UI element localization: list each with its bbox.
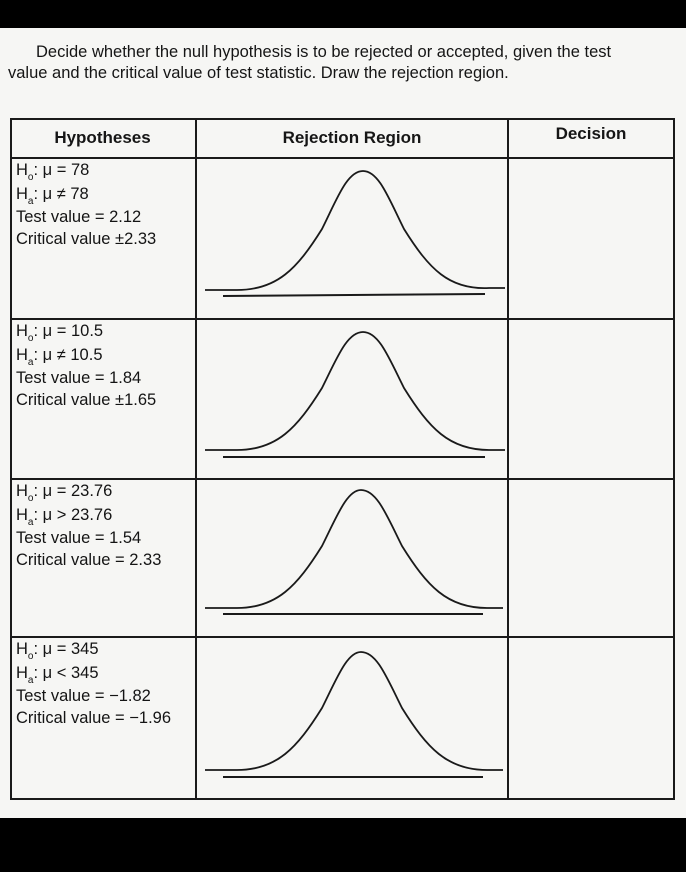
alternative-hypothesis: Ha: μ < 345: [16, 663, 99, 686]
header-divider: [10, 157, 675, 159]
alternative-hypothesis: Ha: μ > 23.76: [16, 505, 113, 528]
hypotheses-cell-4: Ho: μ = 345 Ha: μ < 345 Test value = −1.…: [16, 639, 171, 729]
hypotheses-cell-2: Ho: μ = 10.5 Ha: μ ≠ 10.5 Test value = 1…: [16, 321, 156, 411]
header-decision: Decision: [555, 124, 627, 143]
null-hypothesis: Ho: μ = 345: [16, 640, 99, 662]
null-hypothesis: Ho: μ = 10.5: [16, 322, 104, 344]
table-border-top: [10, 118, 675, 120]
critical-value: Critical value = −1.96: [16, 708, 172, 727]
hypothesis-table: Hypotheses Rejection Region Decision Ho:…: [10, 118, 675, 800]
critical-value: Critical value = 2.33: [16, 550, 162, 569]
null-hypothesis: Ho: μ = 23.76: [16, 482, 113, 504]
instructions-line-1: Decide whether the null hypothesis is to…: [36, 43, 612, 61]
header-rejection-region: Rejection Region: [282, 128, 422, 147]
bell-curve-icon: [205, 651, 503, 771]
hypotheses-cell-3: Ho: μ = 23.76 Ha: μ > 23.76 Test value =…: [16, 481, 161, 571]
bell-curve-icon: [205, 170, 505, 291]
decision-cell-1[interactable]: [509, 160, 673, 316]
normal-curve-drawing-area[interactable]: [197, 159, 507, 317]
row-divider: [10, 478, 675, 480]
instructions: Decide whether the null hypothesis is to…: [8, 42, 680, 84]
critical-value: Critical value ±1.65: [16, 390, 157, 409]
column-divider: [507, 118, 509, 800]
decision-cell-3[interactable]: [509, 481, 673, 634]
hypotheses-cell-1: Ho: μ = 78 Ha: μ ≠ 78 Test value = 2.12 …: [16, 160, 156, 250]
bell-curve-icon: [205, 489, 503, 609]
bell-curve-icon: [205, 331, 505, 451]
row-divider: [10, 636, 675, 638]
table-border-right: [673, 118, 675, 800]
test-value: Test value = 1.84: [16, 369, 142, 387]
normal-curve-drawing-area[interactable]: [197, 480, 507, 634]
alternative-hypothesis: Ha: μ ≠ 78: [16, 184, 89, 207]
decision-cell-4[interactable]: [509, 639, 673, 796]
row-divider: [10, 318, 675, 320]
header-hypotheses: Hypotheses: [54, 128, 151, 147]
table-border-left: [10, 118, 12, 800]
axis-line: [222, 293, 486, 297]
alternative-hypothesis: Ha: μ ≠ 10.5: [16, 345, 103, 368]
normal-curve-drawing-area[interactable]: [197, 320, 507, 476]
critical-value: Critical value ±2.33: [16, 229, 157, 248]
normal-curve-drawing-area[interactable]: [197, 638, 507, 796]
table-border-bottom: [10, 798, 675, 800]
test-value: Test value = 2.12: [16, 208, 142, 226]
decision-cell-2[interactable]: [509, 321, 673, 476]
test-value: Test value = −1.82: [16, 687, 151, 705]
worksheet-page: Decide whether the null hypothesis is to…: [0, 28, 686, 818]
instructions-line-2: value and the critical value of test sta…: [8, 64, 509, 82]
test-value: Test value = 1.54: [16, 529, 142, 547]
null-hypothesis: Ho: μ = 78: [16, 161, 90, 183]
column-divider: [195, 118, 197, 800]
